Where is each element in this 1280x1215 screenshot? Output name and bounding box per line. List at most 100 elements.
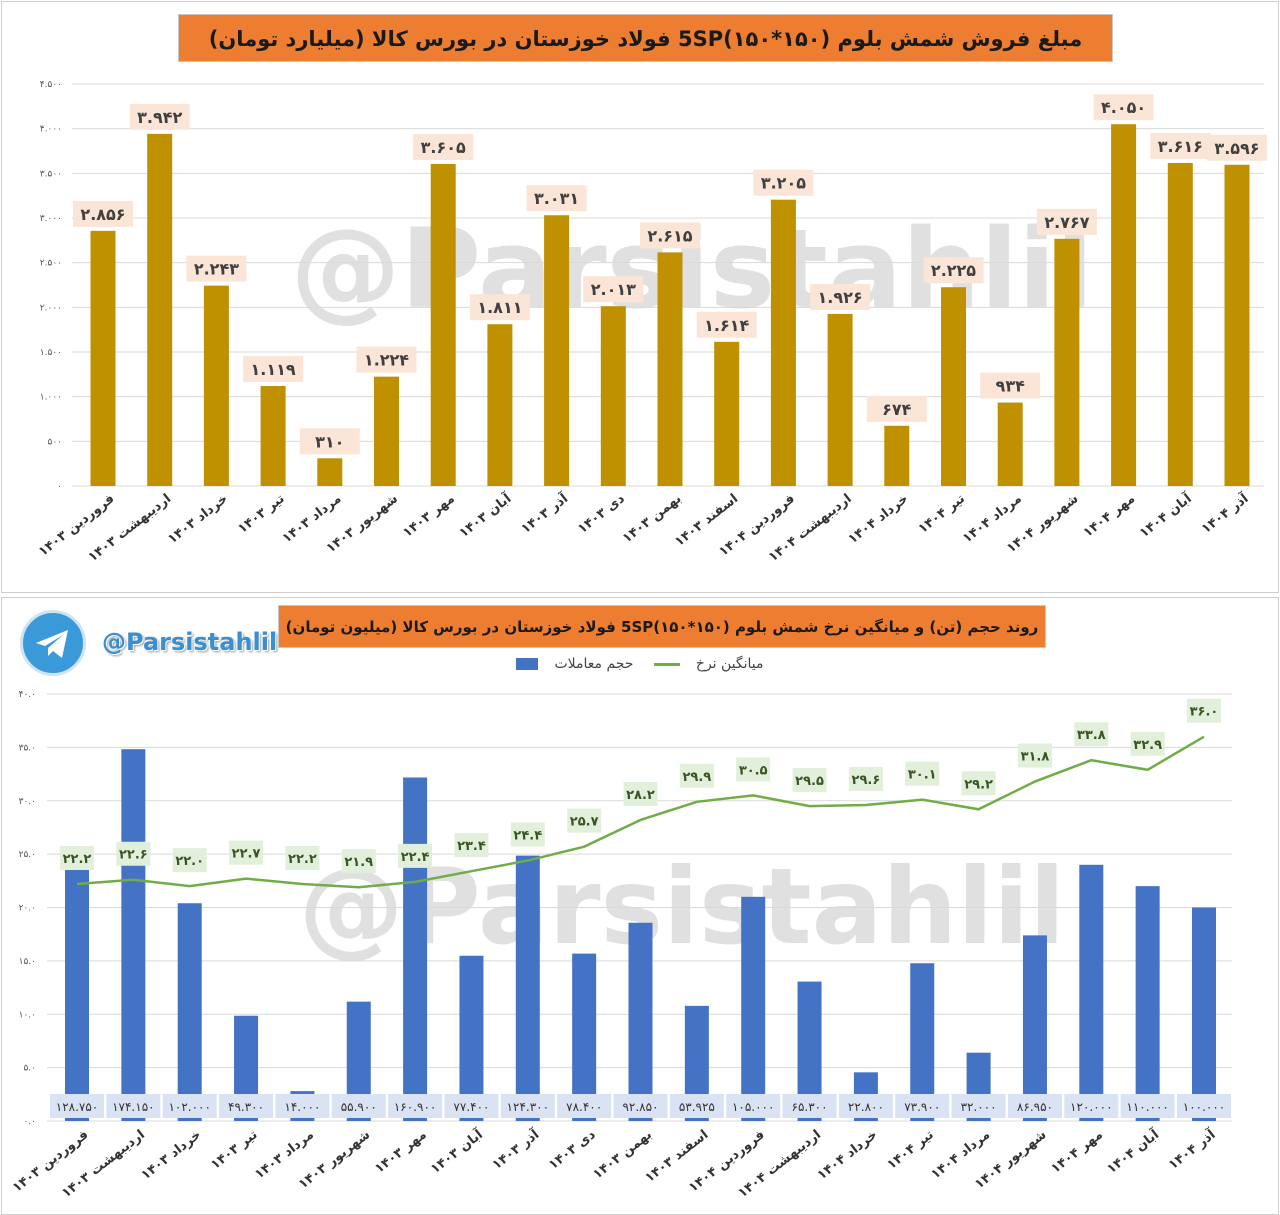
data-label-bg [469, 294, 530, 321]
volume-label-bg [782, 1094, 837, 1118]
price-label-bg [510, 822, 545, 847]
x-tick-label: آذر ۱۴۰۳ [517, 489, 571, 537]
data-label: ۳.۰۳۱ [534, 189, 579, 208]
volume-label-bg [275, 1094, 330, 1118]
data-label: ۱.۲۲۴ [364, 351, 409, 370]
price-label: ۲۲.۲ [288, 852, 317, 867]
data-label-bg [753, 169, 814, 196]
volume-bar [403, 777, 428, 1121]
data-label: ۳۱۰ [315, 432, 344, 451]
volume-label: ۱۲۰.۰۰۰ [1070, 1100, 1113, 1114]
data-label: ۳.۶۱۶ [1158, 137, 1203, 156]
x-tick-label: تیر ۱۴۰۴ [916, 491, 968, 536]
bar [374, 376, 399, 486]
volume-label-bg [895, 1094, 950, 1118]
data-label-bg [186, 255, 247, 282]
volume-bar [121, 749, 146, 1121]
data-label-bg [73, 200, 133, 227]
x-tick-label: خرداد ۱۴۰۴ [846, 491, 912, 547]
volume-price-chart-svg: @Parsistahlil۰.۰۵.۰۱۰.۰۱۵.۰۲۰.۰۲۵.۰۳۰.۰۳… [10, 690, 1232, 1201]
price-label-bg [679, 763, 714, 788]
volume-price-chart-panel: @Parsistahlil روند حجم (تن) و میانگین نر… [1, 597, 1279, 1215]
price-label: ۲۹.۲ [964, 777, 993, 792]
x-tick-label: آبان ۱۴۰۳ [427, 1125, 486, 1177]
data-label: ۱.۸۱۱ [477, 298, 522, 317]
bar [941, 287, 966, 486]
x-tick-label: آذر ۱۴۰۴ [1198, 489, 1252, 537]
y-tick-label: ۳۰.۰ [19, 797, 36, 807]
volume-bar [65, 846, 89, 1121]
data-label-bg [299, 428, 360, 455]
y-tick-label: ۰.۰ [23, 1117, 36, 1127]
volume-label-bg [500, 1094, 555, 1118]
legend-line-swatch [653, 662, 680, 666]
volume-bar [459, 955, 484, 1121]
x-tick-label: آذر ۱۴۰۳ [489, 1125, 543, 1173]
volume-bar [1192, 907, 1216, 1121]
x-tick-label: مهر ۱۴۰۳ [372, 1127, 429, 1176]
volume-bar [1135, 886, 1160, 1121]
volume-label: ۱۲۸.۷۵۰ [56, 1100, 99, 1114]
x-tick-label: مهر ۱۴۰۳ [400, 491, 457, 540]
data-label: ۱.۶۱۴ [704, 316, 749, 335]
y-tick-label: ۱.۵۰۰ [40, 348, 62, 358]
volume-label-bg [1064, 1094, 1119, 1118]
bar [544, 215, 570, 487]
y-tick-label: ۱۵.۰ [19, 957, 36, 967]
data-label-bg [413, 133, 474, 160]
price-label-bg [341, 849, 376, 874]
y-tick-label: ۱.۰۰۰ [40, 393, 62, 403]
volume-label: ۱۲۴.۳۰۰ [507, 1100, 550, 1114]
volume-bar [572, 953, 597, 1121]
data-label-bg [243, 356, 304, 383]
price-label-bg [229, 840, 264, 865]
data-label: ۳.۹۴۲ [137, 108, 182, 127]
price-label-bg [1130, 731, 1165, 756]
price-label-bg [567, 808, 602, 833]
data-label-bg [1093, 94, 1154, 121]
volume-label: ۱۱۰.۰۰۰ [1126, 1100, 1169, 1114]
bar [317, 458, 343, 486]
data-label-bg [696, 311, 757, 338]
price-label: ۲۲.۴ [401, 850, 430, 865]
x-tick-label: آبان ۱۴۰۴ [1136, 489, 1195, 541]
volume-label: ۱۷۴.۱۵۰ [112, 1100, 155, 1114]
x-tick-label: تیر ۱۴۰۴ [884, 1127, 936, 1172]
y-tick-label: ۵.۰ [23, 1064, 36, 1074]
volume-label: ۷۸.۴۰۰ [566, 1100, 602, 1114]
price-label: ۲۹.۹ [682, 770, 711, 785]
x-tick-label: آذر ۱۴۰۴ [1165, 1125, 1219, 1173]
data-label-bg [1036, 208, 1097, 235]
price-label: ۲۲.۲ [63, 852, 92, 867]
volume-label-bg [50, 1094, 104, 1118]
volume-label: ۵۳.۹۲۵ [679, 1100, 715, 1114]
data-label: ۲.۶۱۵ [647, 226, 692, 245]
data-label-bg [129, 103, 190, 130]
price-label-bg [792, 768, 827, 793]
price-label: ۲۳.۴ [457, 839, 486, 854]
volume-label: ۹۲.۸۵۰ [622, 1100, 658, 1114]
y-tick-label: ۲۵.۰ [19, 850, 36, 860]
legend-bar-swatch [516, 658, 539, 670]
data-label-bg [810, 283, 871, 310]
y-tick-label: ۲۰.۰ [19, 904, 36, 914]
sales-chart-title: مبلغ فروش شمش بلوم (۱۵۰*۱۵۰)5SP فولاد خو… [178, 14, 1113, 62]
volume-label: ۷۳.۹۰۰ [904, 1100, 940, 1114]
price-label-bg [961, 771, 996, 796]
data-label-bg [583, 276, 644, 303]
bar [90, 230, 116, 486]
price-label: ۳۱.۸ [1021, 750, 1050, 765]
y-tick-label: ۴.۰۰۰ [40, 125, 62, 135]
x-tick-label: آبان ۱۴۰۴ [1103, 1125, 1162, 1177]
data-label: ۱.۱۱۹ [251, 360, 296, 379]
volume-label-bg [951, 1094, 1006, 1118]
volume-label-bg [1177, 1094, 1231, 1118]
volume-label: ۲۲.۸۰۰ [848, 1100, 884, 1114]
bar [997, 402, 1023, 486]
price-label-bg [848, 767, 883, 792]
price-label-bg [285, 846, 320, 871]
chart-legend: میانگین نرخ حجم معاملات [2, 656, 1278, 672]
x-tick-label: تیر ۱۴۰۳ [235, 491, 287, 536]
x-tick-label: خرداد ۱۴۰۴ [815, 1127, 881, 1183]
data-label: ۲.۸۵۶ [80, 205, 125, 224]
